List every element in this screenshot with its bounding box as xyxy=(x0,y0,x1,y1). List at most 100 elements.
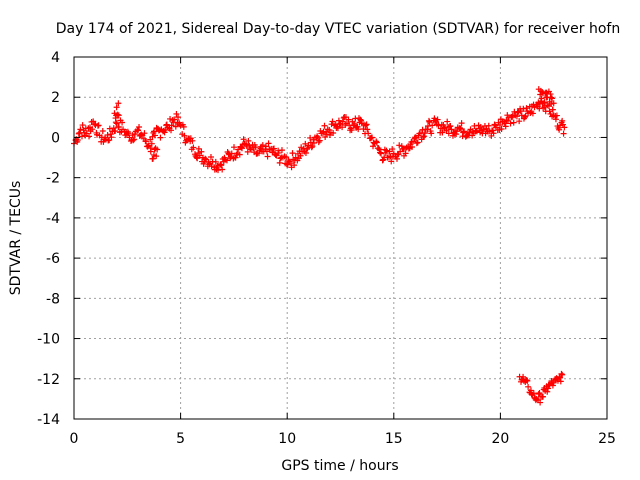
data-point xyxy=(389,146,396,153)
data-point xyxy=(485,122,492,129)
data-point xyxy=(552,116,559,123)
data-point xyxy=(244,148,251,155)
data-point xyxy=(377,149,384,156)
x-tick-label: 20 xyxy=(491,431,509,447)
data-point xyxy=(255,150,262,157)
data-point xyxy=(95,122,102,129)
data-point xyxy=(364,126,371,133)
data-point xyxy=(119,119,126,126)
data-point xyxy=(202,155,209,162)
data-point xyxy=(228,150,235,157)
data-point xyxy=(561,124,568,131)
data-point xyxy=(379,157,386,164)
data-point xyxy=(548,94,555,101)
data-point xyxy=(245,137,252,144)
data-point xyxy=(125,130,132,137)
data-point xyxy=(113,104,120,111)
data-point xyxy=(514,109,521,116)
data-point xyxy=(425,122,432,129)
data-point xyxy=(490,130,497,137)
data-point xyxy=(373,139,380,146)
data-point xyxy=(557,378,564,385)
data-point xyxy=(173,110,180,117)
data-point xyxy=(556,126,563,133)
data-point xyxy=(461,128,468,135)
y-tick-label: 2 xyxy=(51,90,60,106)
data-point xyxy=(428,130,435,137)
data-point xyxy=(549,95,556,102)
data-point xyxy=(329,118,336,125)
data-point xyxy=(108,134,115,141)
data-point xyxy=(546,108,553,115)
data-point xyxy=(560,130,567,137)
data-point xyxy=(75,130,82,137)
data-point xyxy=(291,162,298,169)
data-point xyxy=(144,143,151,150)
data-point xyxy=(434,116,441,123)
data-point xyxy=(375,145,382,152)
data-point xyxy=(113,120,120,127)
data-point xyxy=(275,149,282,156)
y-axis-label: SDTVAR / TECUs xyxy=(8,181,24,296)
data-point xyxy=(523,377,530,384)
data-point xyxy=(541,99,548,106)
data-point xyxy=(537,399,544,406)
data-point xyxy=(524,377,531,384)
data-point xyxy=(559,117,566,124)
data-point xyxy=(219,166,226,173)
data-point xyxy=(154,146,161,153)
data-point xyxy=(357,116,364,123)
data-point xyxy=(309,143,316,150)
data-point xyxy=(421,133,428,140)
data-point xyxy=(520,105,527,112)
data-point xyxy=(334,125,341,132)
data-point xyxy=(180,123,187,130)
data-point xyxy=(89,126,96,133)
data-point xyxy=(496,122,503,129)
data-point xyxy=(147,148,154,155)
y-tick-label: -14 xyxy=(37,412,60,428)
data-point xyxy=(439,129,446,136)
data-point xyxy=(545,385,552,392)
data-point xyxy=(163,121,170,128)
y-tick-label: 4 xyxy=(51,50,60,66)
data-point xyxy=(236,151,243,158)
data-point xyxy=(262,143,269,150)
data-markers xyxy=(71,86,568,406)
data-point xyxy=(217,161,224,168)
data-point xyxy=(426,119,433,126)
y-tick-label: -10 xyxy=(37,332,60,348)
data-point xyxy=(445,130,452,137)
data-point xyxy=(550,100,557,107)
data-point xyxy=(558,370,565,377)
data-point xyxy=(74,137,81,144)
data-point xyxy=(171,116,178,123)
data-point xyxy=(546,98,553,105)
data-point xyxy=(498,125,505,132)
data-point xyxy=(115,100,122,107)
data-point xyxy=(223,157,230,164)
data-point xyxy=(78,133,85,140)
data-point xyxy=(339,118,346,125)
data-point xyxy=(86,133,93,140)
data-point xyxy=(536,390,543,397)
data-point xyxy=(283,154,290,161)
data-point xyxy=(115,112,122,119)
data-point xyxy=(365,130,372,137)
data-point xyxy=(348,127,355,134)
data-point xyxy=(212,158,219,165)
y-tick-label: -6 xyxy=(46,251,60,267)
data-point xyxy=(456,124,463,131)
data-point xyxy=(502,123,509,130)
data-point xyxy=(303,146,310,153)
x-tick-label: 15 xyxy=(385,431,403,447)
data-point xyxy=(240,136,247,143)
data-point xyxy=(369,134,376,141)
y-tick-label: -4 xyxy=(46,211,60,227)
x-axis-label: GPS time / hours xyxy=(281,458,398,474)
data-point xyxy=(198,148,205,155)
data-point xyxy=(302,140,309,147)
data-point xyxy=(152,132,159,139)
data-point xyxy=(168,127,175,134)
data-point xyxy=(151,128,158,135)
